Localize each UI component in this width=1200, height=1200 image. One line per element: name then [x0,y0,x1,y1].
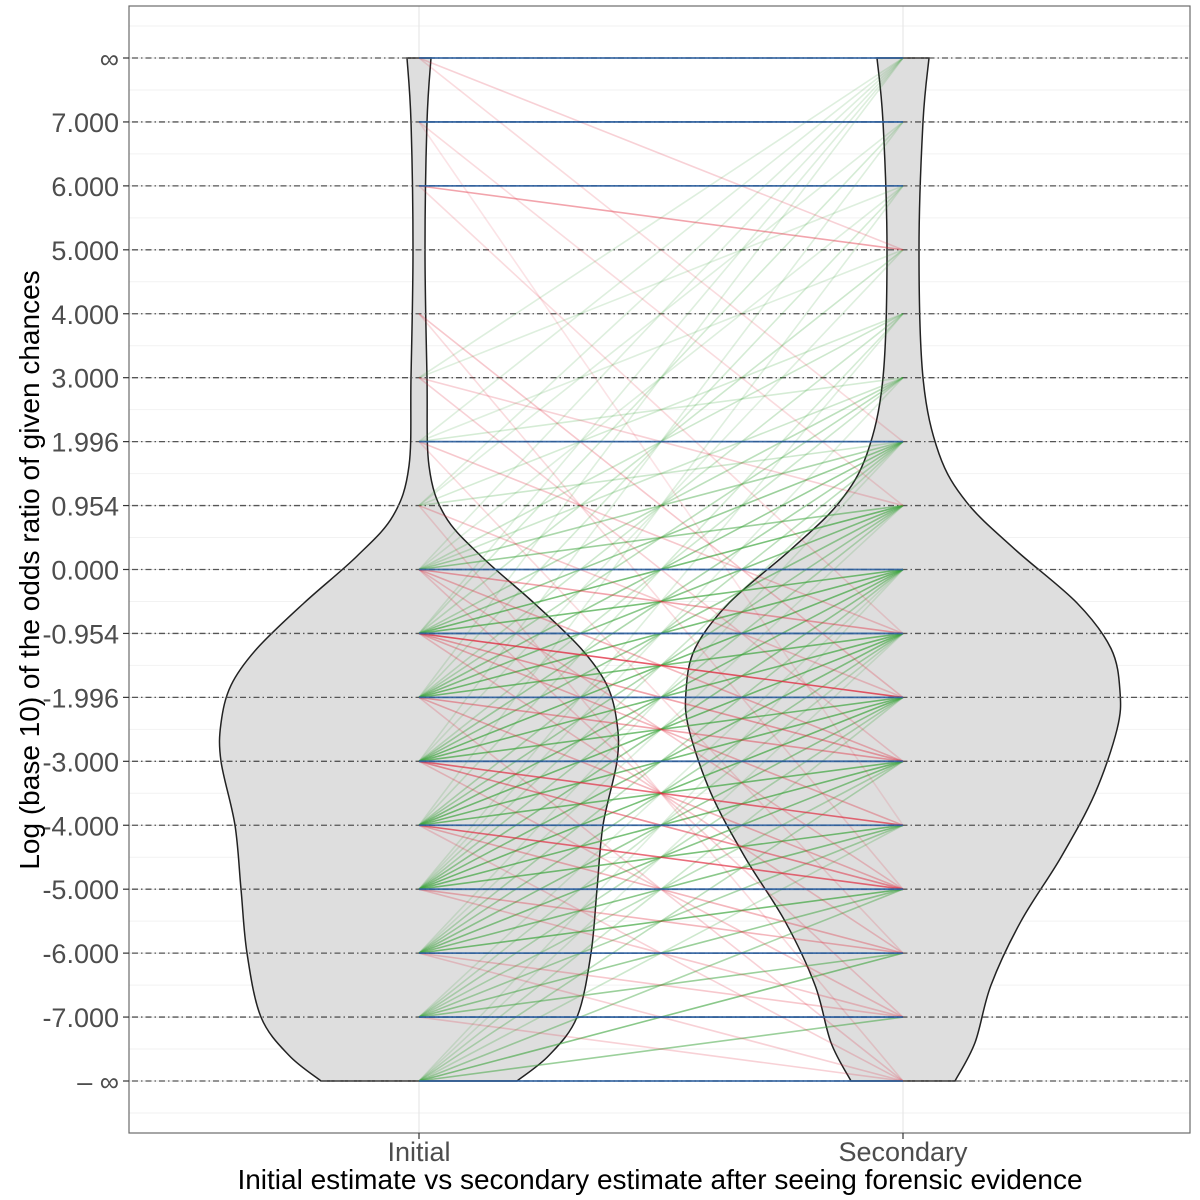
transition-line-up [418,57,904,698]
transition-line-down [418,824,904,890]
y-tick-label: -3.000 [42,747,119,777]
transition-line-down [418,440,904,635]
transition-line-down [418,57,904,251]
y-tick-label: -0.954 [42,619,119,649]
y-tick-label: 4.000 [51,300,119,330]
transition-line-up [418,249,904,443]
transition-line-up [418,376,904,443]
transition-line-down [418,504,904,699]
x-tick-label: Secondary [838,1137,968,1167]
x-tick-label: Initial [387,1137,450,1167]
transition-line-up [418,57,904,379]
transition-line-up [418,1016,904,1082]
x-axis-title: Initial estimate vs secondary estimate a… [237,1164,1082,1195]
x-axis: Initial Secondary [387,1133,968,1167]
transition-line-up [418,440,904,571]
y-axis: – ∞ -7.000 -6.000 -5.000 -4.000 -3.000 -1.996 -… [42,44,129,1097]
transition-line-up [418,313,904,507]
transition-line-up [418,121,904,634]
y-tick-label: -4.000 [42,811,119,841]
y-tick-label: 1.996 [51,428,119,458]
transition-line-up [418,952,904,1018]
transition-line-down [418,760,904,827]
transition-line-down [418,888,904,954]
transition-line-up [418,888,904,954]
transition-line-up [418,185,904,571]
transition-line-down [418,121,904,826]
transition-lines [418,57,904,1082]
transition-line-up [418,57,904,634]
y-tick-label: 0.000 [51,556,119,586]
y-tick-label: 6.000 [51,172,119,202]
y-tick-label: ∞ [100,44,119,74]
transition-line-up [418,376,904,635]
transition-line-up [418,376,904,571]
transition-line-down [418,952,904,1018]
transition-line-down [418,1016,904,1082]
transition-line-up [418,568,904,635]
transition-line-up [418,440,904,507]
transition-line-down [418,568,904,890]
transition-line-up [418,696,904,763]
y-tick-label: – ∞ [77,1067,119,1097]
y-tick-label: -6.000 [42,939,119,969]
transition-line-down [418,185,904,251]
transition-line-up [418,57,904,507]
transition-line-down [418,185,904,635]
transition-line-down [418,632,904,699]
transition-line-up [418,504,904,571]
y-tick-label: 3.000 [51,364,119,394]
transition-line-up [418,57,904,571]
y-tick-label: 0.954 [51,492,119,522]
transition-line-down [418,632,904,826]
y-tick-label: -1.996 [42,683,119,713]
transition-line-down [418,696,904,763]
y-axis-title: Log (base 10) of the odds ratio of given… [14,270,45,869]
transition-line-up [418,185,904,379]
y-tick-label: -5.000 [42,875,119,905]
y-tick-label: 7.000 [51,108,119,138]
y-tick-label: 5.000 [51,236,119,266]
y-tick-label: -7.000 [42,1003,119,1033]
transition-line-down [418,313,904,890]
transition-line-down [418,568,904,635]
